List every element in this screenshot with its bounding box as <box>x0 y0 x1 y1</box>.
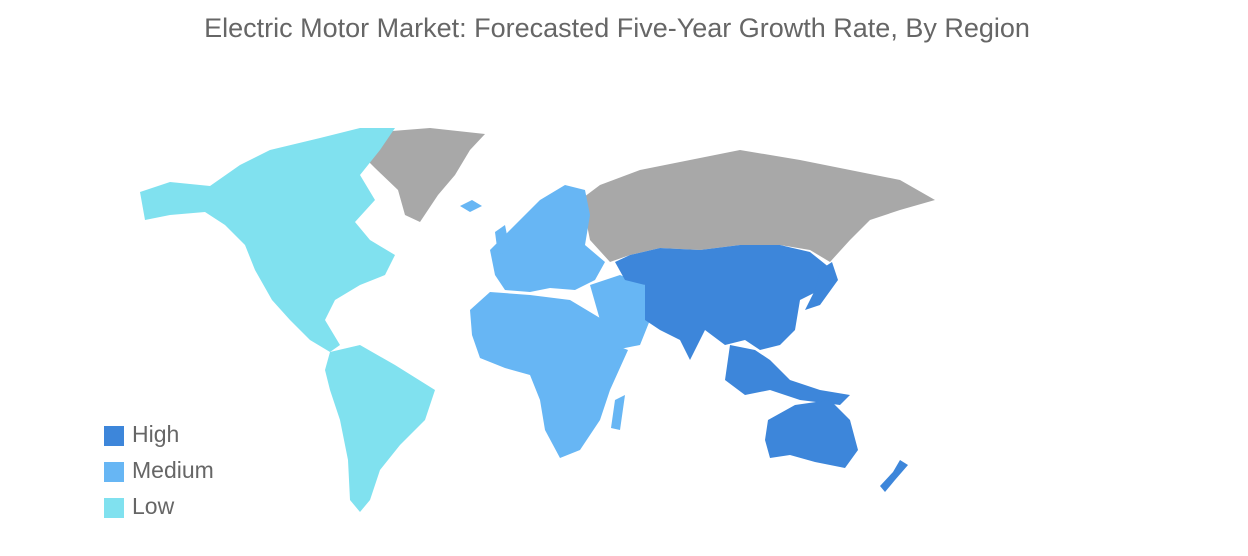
middle-east <box>590 275 650 350</box>
africa <box>470 292 628 458</box>
asia <box>615 245 830 360</box>
new-zealand <box>880 460 908 492</box>
south-america <box>325 345 435 512</box>
iceland <box>460 200 482 212</box>
chart-title: Electric Motor Market: Forecasted Five-Y… <box>204 13 1030 43</box>
russia <box>580 150 935 262</box>
legend-label: Medium <box>132 457 214 483</box>
australia <box>765 400 858 468</box>
world-map <box>140 128 935 512</box>
europe <box>490 185 605 292</box>
legend-label: High <box>132 421 179 447</box>
legend-label: Low <box>132 493 175 519</box>
legend: High Medium Low <box>104 421 214 519</box>
legend-swatch <box>104 462 124 482</box>
greenland <box>355 128 485 222</box>
japan <box>805 262 838 310</box>
uk <box>495 225 510 255</box>
north-america <box>140 128 395 352</box>
legend-swatch <box>104 426 124 446</box>
madagascar <box>611 395 625 430</box>
southeast-asia <box>725 345 850 405</box>
legend-swatch <box>104 498 124 518</box>
